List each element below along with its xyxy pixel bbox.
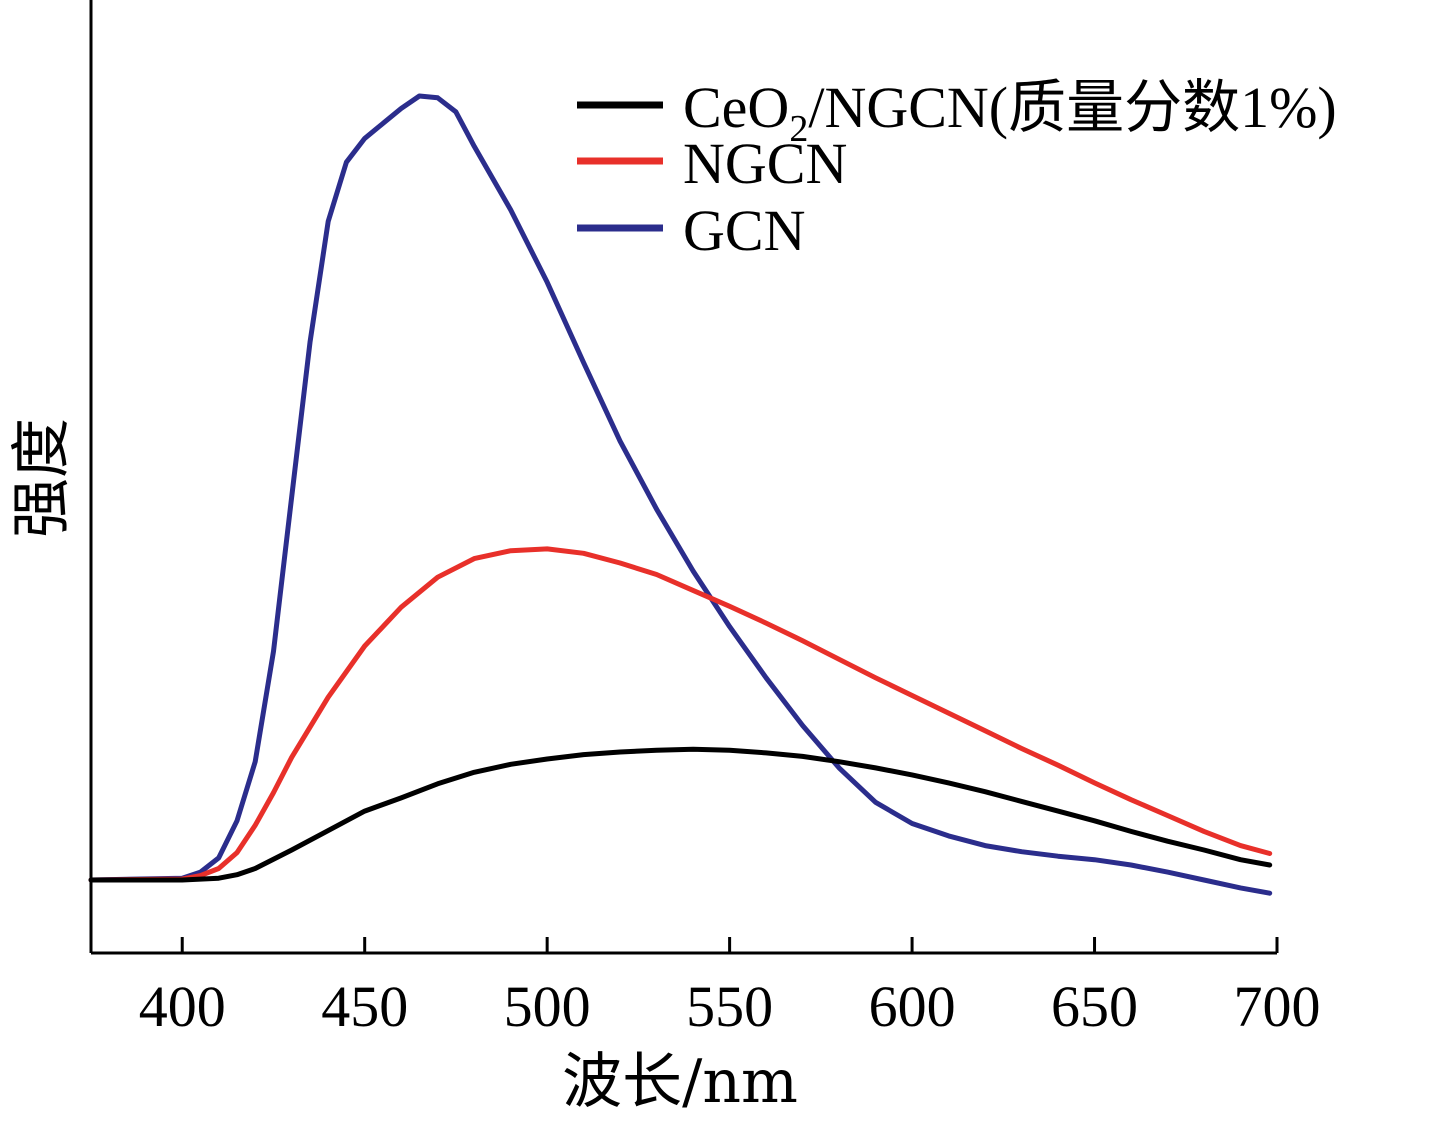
- series-line-gcn: [88, 93, 1273, 896]
- axes: [89, 0, 1277, 955]
- x-tick-label-700: 700: [1234, 974, 1321, 1039]
- x-tick-label-450: 450: [321, 974, 408, 1039]
- y-axis-label: 强度: [7, 418, 77, 538]
- series-line-ngcn: [88, 546, 1273, 883]
- x-tick-label-400: 400: [139, 974, 226, 1039]
- x-tick-label-650: 650: [1051, 974, 1138, 1039]
- legend-label-0: CeO2/NGCN(质量分数1%): [683, 75, 1337, 150]
- legend-label-2: GCN: [683, 198, 805, 263]
- x-tick-label-500: 500: [504, 974, 591, 1039]
- x-axis-label: 波长/nm: [562, 1047, 798, 1117]
- x-tick-label-550: 550: [686, 974, 773, 1039]
- x-tick-label-600: 600: [869, 974, 956, 1039]
- legend-label-1: NGCN: [683, 131, 847, 196]
- x-ticks: 400 450 500 550 600 650 700: [139, 937, 1321, 1039]
- plot-area: [88, 93, 1273, 896]
- series-line-ceo2-ngcn: [88, 746, 1273, 883]
